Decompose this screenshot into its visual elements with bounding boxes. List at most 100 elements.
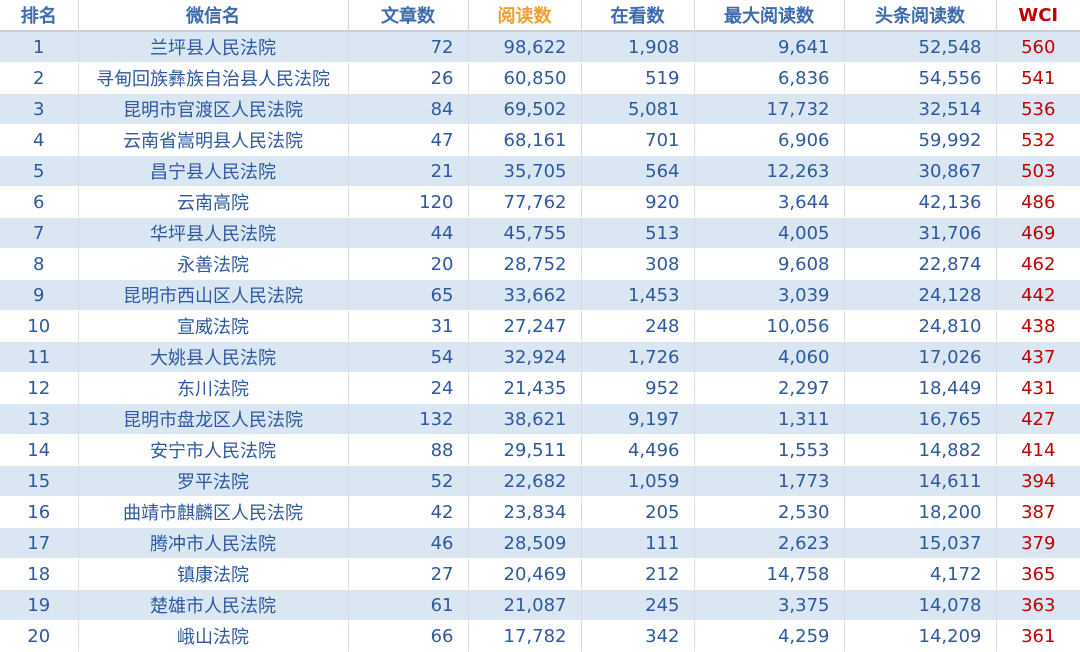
account-name-cell: 昆明市官渡区人民法院	[78, 93, 349, 125]
likes-cell: 205	[581, 496, 695, 528]
table-row: 2 寻甸回族彝族自治县人民法院 26 60,850 519 6,836 54,556 541	[0, 62, 1080, 94]
headline-reads-cell: 14,882	[844, 434, 997, 466]
articles-cell: 72	[348, 31, 469, 63]
headline-reads-cell: 18,200	[844, 496, 997, 528]
reads-cell: 29,511	[468, 434, 582, 466]
wci-cell: 503	[996, 155, 1080, 187]
headline-reads-cell: 32,514	[844, 93, 997, 125]
rank-cell: 12	[0, 372, 79, 404]
max-reads-cell: 6,836	[694, 62, 845, 94]
headline-reads-cell: 4,172	[844, 558, 997, 590]
wci-cell: 438	[996, 310, 1080, 342]
rank-cell: 2	[0, 62, 79, 94]
wci-cell: 363	[996, 589, 1080, 621]
likes-cell: 564	[581, 155, 695, 187]
wci-cell: 387	[996, 496, 1080, 528]
table-row: 1 兰坪县人民法院 72 98,622 1,908 9,641 52,548 560	[0, 31, 1080, 63]
col-header-headline-reads: 头条阅读数	[844, 0, 997, 32]
rank-cell: 6	[0, 186, 79, 218]
max-reads-cell: 1,773	[694, 465, 845, 497]
headline-reads-cell: 14,209	[844, 620, 997, 652]
wci-cell: 427	[996, 403, 1080, 435]
reads-cell: 69,502	[468, 93, 582, 125]
account-name-cell: 峨山法院	[78, 620, 349, 652]
account-name-cell: 永善法院	[78, 248, 349, 280]
account-name-cell: 东川法院	[78, 372, 349, 404]
rank-cell: 18	[0, 558, 79, 590]
account-name-cell: 华坪县人民法院	[78, 217, 349, 249]
wci-cell: 437	[996, 341, 1080, 373]
table-row: 18 镇康法院 27 20,469 212 14,758 4,172 365	[0, 558, 1080, 590]
table-row: 15 罗平法院 52 22,682 1,059 1,773 14,611 394	[0, 465, 1080, 497]
account-name-cell: 罗平法院	[78, 465, 349, 497]
articles-cell: 24	[348, 372, 469, 404]
wci-cell: 361	[996, 620, 1080, 652]
reads-cell: 23,834	[468, 496, 582, 528]
wci-cell: 442	[996, 279, 1080, 311]
likes-cell: 519	[581, 62, 695, 94]
articles-cell: 88	[348, 434, 469, 466]
reads-cell: 22,682	[468, 465, 582, 497]
account-name-cell: 腾冲市人民法院	[78, 527, 349, 559]
articles-cell: 20	[348, 248, 469, 280]
articles-cell: 84	[348, 93, 469, 125]
max-reads-cell: 4,060	[694, 341, 845, 373]
max-reads-cell: 4,259	[694, 620, 845, 652]
table-row: 17 腾冲市人民法院 46 28,509 111 2,623 15,037 379	[0, 527, 1080, 559]
rank-cell: 8	[0, 248, 79, 280]
max-reads-cell: 17,732	[694, 93, 845, 125]
col-header-reads: 阅读数	[468, 0, 582, 32]
table-row: 19 楚雄市人民法院 61 21,087 245 3,375 14,078 363	[0, 589, 1080, 621]
reads-cell: 98,622	[468, 31, 582, 63]
likes-cell: 701	[581, 124, 695, 156]
headline-reads-cell: 17,026	[844, 341, 997, 373]
max-reads-cell: 4,005	[694, 217, 845, 249]
account-name-cell: 昌宁县人民法院	[78, 155, 349, 187]
table-row: 11 大姚县人民法院 54 32,924 1,726 4,060 17,026 437	[0, 341, 1080, 373]
reads-cell: 21,087	[468, 589, 582, 621]
wci-cell: 469	[996, 217, 1080, 249]
wci-cell: 394	[996, 465, 1080, 497]
likes-cell: 9,197	[581, 403, 695, 435]
headline-reads-cell: 15,037	[844, 527, 997, 559]
likes-cell: 308	[581, 248, 695, 280]
likes-cell: 1,908	[581, 31, 695, 63]
table-row: 20 峨山法院 66 17,782 342 4,259 14,209 361	[0, 620, 1080, 652]
headline-reads-cell: 42,136	[844, 186, 997, 218]
articles-cell: 27	[348, 558, 469, 590]
table-body: 1 兰坪县人民法院 72 98,622 1,908 9,641 52,548 560 2 寻甸回族…	[0, 31, 1080, 652]
account-name-cell: 兰坪县人民法院	[78, 31, 349, 63]
articles-cell: 44	[348, 217, 469, 249]
rank-cell: 5	[0, 155, 79, 187]
reads-cell: 32,924	[468, 341, 582, 373]
headline-reads-cell: 22,874	[844, 248, 997, 280]
table-row: 9 昆明市西山区人民法院 65 33,662 1,453 3,039 24,128 442	[0, 279, 1080, 311]
articles-cell: 47	[348, 124, 469, 156]
table-row: 10 宣威法院 31 27,247 248 10,056 24,810 438	[0, 310, 1080, 342]
reads-cell: 68,161	[468, 124, 582, 156]
reads-cell: 27,247	[468, 310, 582, 342]
account-name-cell: 云南高院	[78, 186, 349, 218]
max-reads-cell: 1,311	[694, 403, 845, 435]
reads-cell: 20,469	[468, 558, 582, 590]
table-row: 3 昆明市官渡区人民法院 84 69,502 5,081 17,732 32,514 536	[0, 93, 1080, 125]
rank-cell: 4	[0, 124, 79, 156]
table-row: 5 昌宁县人民法院 21 35,705 564 12,263 30,867 503	[0, 155, 1080, 187]
reads-cell: 28,752	[468, 248, 582, 280]
rank-cell: 14	[0, 434, 79, 466]
account-name-cell: 楚雄市人民法院	[78, 589, 349, 621]
wci-cell: 541	[996, 62, 1080, 94]
max-reads-cell: 9,641	[694, 31, 845, 63]
max-reads-cell: 2,530	[694, 496, 845, 528]
headline-reads-cell: 54,556	[844, 62, 997, 94]
account-name-cell: 昆明市盘龙区人民法院	[78, 403, 349, 435]
account-name-cell: 昆明市西山区人民法院	[78, 279, 349, 311]
articles-cell: 52	[348, 465, 469, 497]
likes-cell: 920	[581, 186, 695, 218]
articles-cell: 42	[348, 496, 469, 528]
max-reads-cell: 3,375	[694, 589, 845, 621]
reads-cell: 28,509	[468, 527, 582, 559]
headline-reads-cell: 14,611	[844, 465, 997, 497]
rank-cell: 1	[0, 31, 79, 63]
rank-cell: 10	[0, 310, 79, 342]
